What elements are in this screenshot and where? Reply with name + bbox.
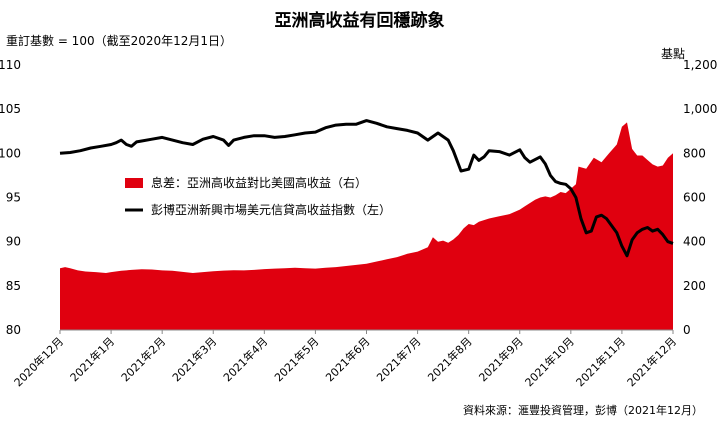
left-tick-label: 105 xyxy=(0,102,21,116)
left-tick-label: 110 xyxy=(0,58,21,72)
x-tick-label: 2021年1月 xyxy=(67,334,117,384)
chart-title: 亞洲高收益有回穩跡象 xyxy=(274,11,445,31)
source-note: 資料來源：滙豐投資管理，彭博（2021年12月） xyxy=(463,404,703,417)
right-tick-label: 1,000 xyxy=(683,102,717,116)
left-tick-label: 100 xyxy=(0,146,21,160)
x-tick-label: 2021年2月 xyxy=(118,334,168,384)
x-tick-label: 2021年7月 xyxy=(374,334,424,384)
right-tick-label: 1,200 xyxy=(683,58,717,72)
right-tick-label: 200 xyxy=(683,279,706,293)
legend-label-spread: 息差：亞洲高收益對比美國高收益（右） xyxy=(151,175,367,190)
x-tick-label: 2021年8月 xyxy=(425,334,475,384)
x-tick-label: 2021年3月 xyxy=(169,334,219,384)
right-tick-label: 800 xyxy=(683,146,706,160)
x-tick-label: 2021年4月 xyxy=(220,334,270,384)
index-line xyxy=(59,119,674,258)
x-tick-label: 2021年9月 xyxy=(476,334,526,384)
right-tick-label: 400 xyxy=(683,235,706,249)
x-tick-label: 2021年5月 xyxy=(271,334,321,384)
x-tick-label: 2021年10月 xyxy=(522,334,577,389)
left-tick-label: 95 xyxy=(6,191,21,205)
x-tick-label: 2020年12月 xyxy=(11,334,66,389)
left-tick-label: 85 xyxy=(6,279,21,293)
left-tick-label: 90 xyxy=(6,235,21,249)
right-axis-note: 基點 xyxy=(660,47,685,61)
left-axis-note: 重訂基數 = 100（截至2020年12月1日） xyxy=(6,34,233,48)
legend-swatch-spread xyxy=(125,178,143,188)
legend-label-index: 彭博亞洲新興市場美元信貸高收益指數（左） xyxy=(151,202,391,217)
left-tick-label: 80 xyxy=(6,323,21,337)
x-tick-label: 2021年12月 xyxy=(624,334,679,389)
spread-area xyxy=(60,122,673,331)
right-tick-label: 0 xyxy=(683,323,691,337)
x-tick-label: 2021年6月 xyxy=(322,334,372,384)
x-tick-label: 2021年11月 xyxy=(573,334,628,389)
right-tick-label: 600 xyxy=(683,191,706,205)
